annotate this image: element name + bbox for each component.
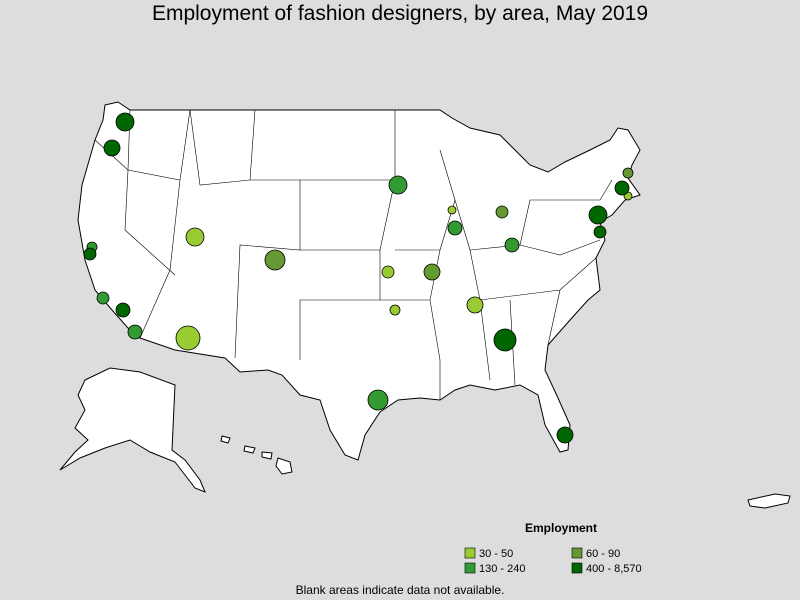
legend-label: 400 - 8,570	[586, 563, 642, 575]
metro-areas	[83, 112, 634, 444]
legend-label: 30 - 50	[479, 548, 513, 560]
metro-area	[115, 302, 131, 318]
metro-area	[115, 112, 135, 132]
map	[59, 101, 791, 509]
alaska	[59, 367, 206, 493]
legend-swatch	[464, 547, 476, 559]
metro-area	[388, 175, 408, 195]
legend-swatch	[571, 562, 583, 574]
title: Employment of fashion designers, by area…	[152, 2, 648, 25]
metro-area	[96, 291, 110, 305]
metro-area	[103, 139, 121, 157]
metro-area	[127, 324, 143, 340]
metro-area	[185, 227, 205, 247]
puerto-rico	[747, 493, 791, 509]
metro-area	[588, 205, 608, 225]
metro-area	[504, 237, 520, 253]
legend-swatch	[464, 562, 476, 574]
metro-area	[447, 220, 463, 236]
metro-area	[389, 304, 401, 316]
metro-area	[493, 328, 517, 352]
metro-area	[466, 296, 484, 314]
legend-title: Employment	[525, 521, 597, 535]
metro-area	[622, 167, 634, 179]
legend: Employment 30 - 50 60 - 90 130 - 240 400 - …	[464, 521, 642, 575]
metro-area	[381, 265, 395, 279]
footnote: Blank areas indicate data not available.	[296, 583, 505, 597]
metro-area	[264, 249, 286, 271]
metro-area	[556, 426, 574, 444]
legend-label: 130 - 240	[479, 563, 525, 575]
legend-swatch	[571, 547, 583, 559]
metro-area	[495, 205, 509, 219]
metro-area	[447, 205, 457, 215]
metro-area	[367, 389, 389, 411]
legend-label: 60 - 90	[586, 548, 620, 560]
metro-area	[175, 325, 201, 351]
hawaii	[220, 435, 293, 475]
contiguous-us	[77, 101, 641, 461]
metro-area	[593, 225, 607, 239]
metro-area	[83, 247, 97, 261]
metro-area	[614, 180, 630, 196]
metro-area	[423, 263, 441, 281]
